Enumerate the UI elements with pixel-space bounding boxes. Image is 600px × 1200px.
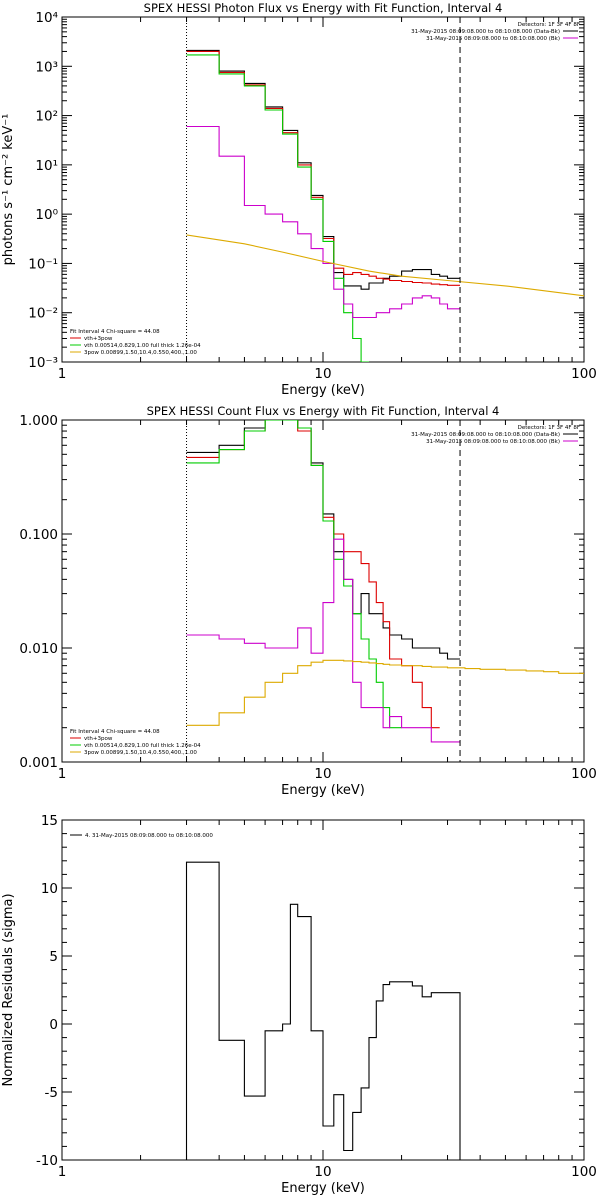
legend-bottom-text: vth+3pow	[84, 336, 113, 342]
x-tick-label: 100	[571, 766, 597, 782]
x-tick-label: 10	[314, 366, 331, 382]
legend-top-text: 31-May-2015 08:09:08.000 to 08:10:08.000…	[426, 439, 560, 445]
y-tick-label: 10⁰	[35, 207, 58, 223]
series-5-line	[186, 659, 584, 726]
y-tick-label: 15	[41, 813, 58, 829]
y-tick-label: 0.001	[19, 755, 58, 771]
series-4-line	[186, 538, 460, 743]
chart-panel-2: 1 10 100 1.000 0.100 0.010 0.001 SPEX HESSI Cou…	[19, 404, 597, 798]
series-1-line	[185, 861, 461, 1160]
y-tick-label: 1.000	[19, 413, 58, 429]
legend-bottom-text: 3pow 0.00899,1.50,10.4,0.550,400.,1.00	[84, 350, 197, 356]
x-tick-label: 10	[314, 1164, 331, 1180]
legend-top-text: 31-May-2015 08:09:08.000 to 08:10:08.000…	[411, 29, 560, 35]
chart-panel-3: 1 10 100 15 10 5 0 -5 -10 Energy (keV) Normalized …	[1, 813, 597, 1196]
series-5-line	[186, 234, 584, 297]
y-tick-label: 10⁻³	[28, 355, 58, 371]
legend-top-text: 31-May-2015 08:09:08.000 to 08:10:08.000…	[426, 36, 560, 42]
x-tick-label: 1	[58, 766, 67, 782]
series-1-line	[186, 49, 460, 290]
x-axis-label: Energy (keV)	[281, 383, 365, 398]
legend-top-text: Detectors: 1F 3F 4F 8F	[518, 22, 580, 28]
legend-bottom-text: vth 0.00514,0.829,1.00 full thick 1.26e-…	[84, 343, 201, 349]
x-tick-label: 10	[314, 766, 331, 782]
y-tick-label: -10	[36, 1153, 58, 1169]
y-tick-label: -5	[45, 1085, 58, 1101]
legend-bottom-text: Fit Interval 4 Chi-square = 44.08	[70, 329, 160, 335]
legend-bottom-text: vth 0.00514,0.829,1.00 full thick 1.26e-…	[84, 743, 201, 749]
chart-panel-1: 1 10 100 10⁴ 10³ 10² 10¹ 10⁰ 10⁻¹ 10⁻² 10⁻³ SPEX HE…	[1, 1, 597, 398]
series-4-line	[186, 125, 460, 319]
legend-top-text: 4. 31-May-2015 08:09:08.000 to 08:10:08.…	[85, 833, 213, 839]
y-tick-label: 10¹	[35, 158, 58, 174]
x-tick-label: 100	[571, 1164, 597, 1180]
y-tick-label: 10	[41, 881, 58, 897]
data-area	[185, 861, 461, 1160]
y-axis-label: Normalized Residuals (sigma)	[1, 893, 16, 1086]
data-area	[186, 420, 584, 743]
legend-top-text: 31-May-2015 08:09:08.000 to 08:10:08.000…	[411, 432, 560, 438]
y-tick-label: 0	[49, 1017, 58, 1033]
y-tick-label: 10⁴	[35, 10, 58, 26]
y-axis-label: photons s⁻¹ cm⁻² keV⁻¹	[1, 114, 16, 266]
legend-bottom-text: vth+3pow	[84, 736, 113, 742]
y-tick-label: 0.100	[19, 527, 58, 543]
legend-bottom-text: 3pow 0.00899,1.50,10.4,0.550,400.,1.00	[84, 750, 197, 756]
y-tick-label: 10²	[35, 109, 58, 125]
y-tick-label: 10³	[35, 59, 58, 75]
y-tick-label: 10⁻²	[28, 306, 58, 322]
x-tick-label: 100	[571, 366, 597, 382]
y-tick-label: 0.010	[19, 641, 58, 657]
x-tick-label: 1	[58, 1164, 67, 1180]
legend-bottom-text: Fit Interval 4 Chi-square = 44.08	[70, 729, 160, 735]
x-tick-label: 1	[58, 366, 67, 382]
x-axis-label: Energy (keV)	[281, 783, 365, 798]
chart-title: SPEX HESSI Photon Flux vs Energy with Fi…	[144, 1, 503, 15]
y-tick-label: 5	[49, 949, 58, 965]
data-area	[186, 49, 584, 362]
y-tick-label: 10⁻¹	[28, 256, 58, 272]
legend-top-text: Detectors: 1F 3F 4F 8F	[518, 425, 580, 431]
chart-title: SPEX HESSI Count Flux vs Energy with Fit…	[147, 404, 500, 418]
x-axis-label: Energy (keV)	[281, 1181, 365, 1196]
